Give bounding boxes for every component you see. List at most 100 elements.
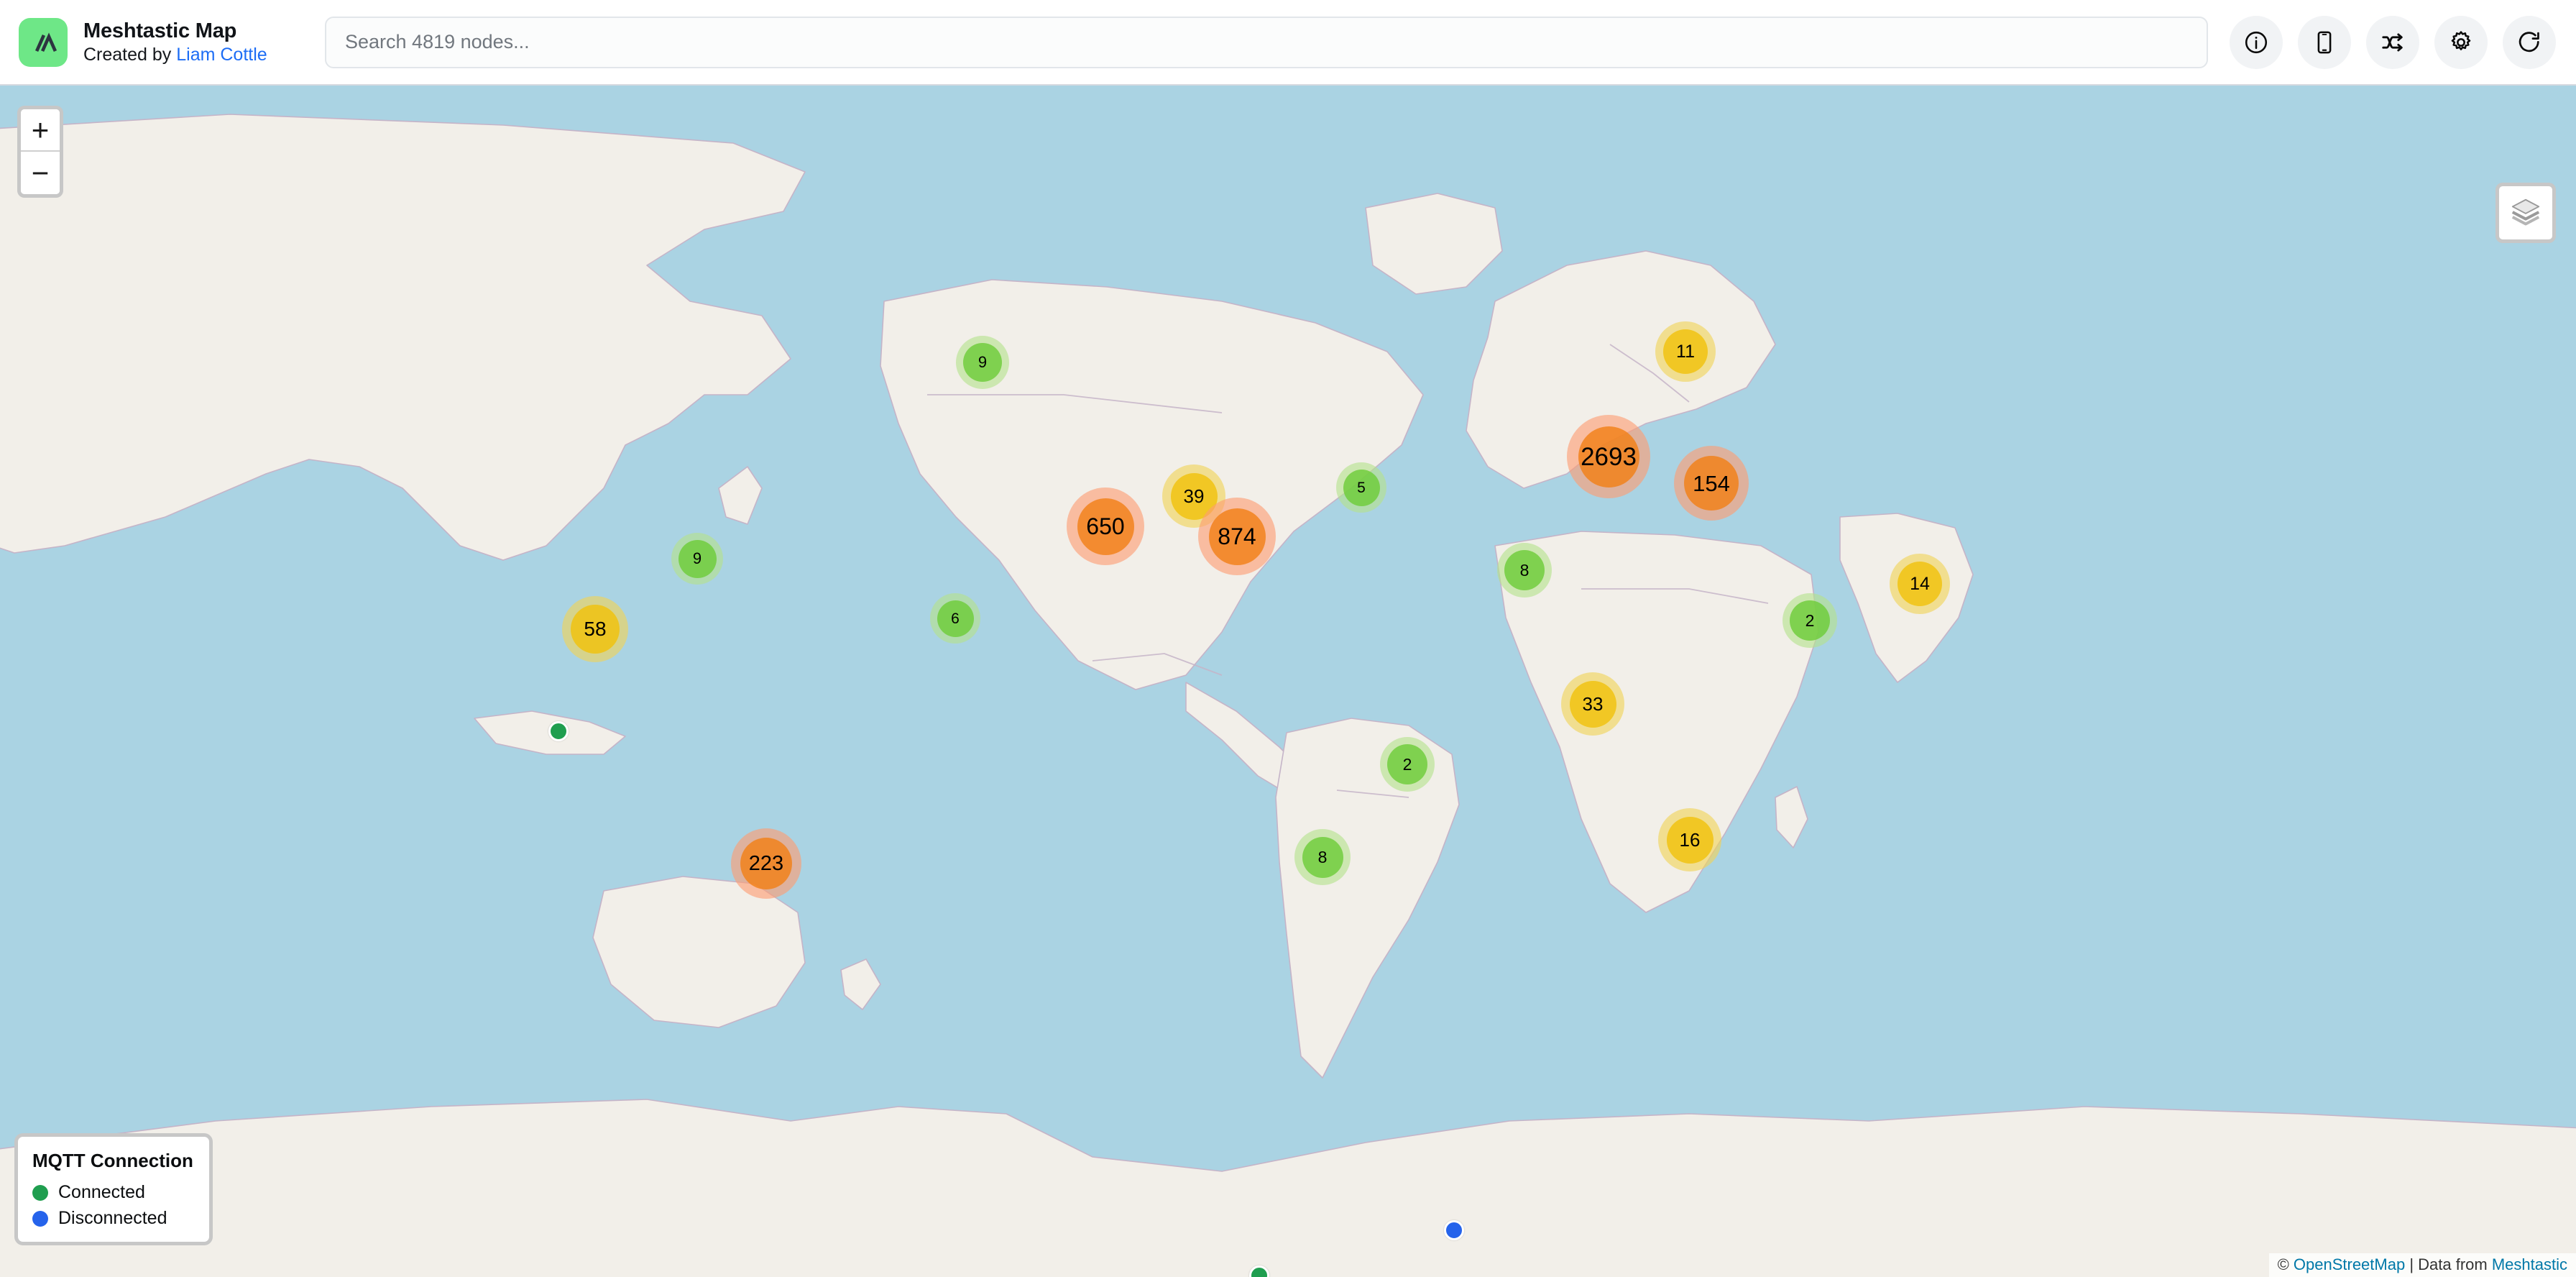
app-header: Meshtastic Map Created by Liam Cottle [0, 0, 2576, 86]
refresh-icon [2516, 29, 2542, 55]
shuffle-button[interactable] [2366, 15, 2419, 69]
zoom-controls: + − [17, 106, 63, 198]
info-button[interactable] [2230, 15, 2283, 69]
legend-panel: MQTT Connection Connected Disconnected [14, 1133, 213, 1245]
cluster-count-label: 39 [1183, 485, 1205, 507]
cluster-marker[interactable]: 154 [1674, 446, 1749, 521]
cluster-count-label: 2 [1805, 610, 1815, 630]
attribution-separator: | Data from [2405, 1255, 2492, 1273]
cluster-count-label: 2 [1402, 754, 1412, 774]
cluster-marker-inner: 874 [1208, 508, 1266, 565]
cluster-count-label: 2693 [1581, 442, 1637, 471]
gear-icon [2448, 29, 2474, 55]
cluster-marker-inner: 2693 [1578, 426, 1639, 488]
cluster-marker[interactable]: 11 [1655, 321, 1716, 382]
legend-item-label: Connected [58, 1182, 145, 1202]
cluster-marker-inner: 58 [571, 605, 620, 654]
zoom-in-button[interactable]: + [21, 109, 60, 152]
info-icon [2243, 29, 2269, 55]
cluster-marker[interactable]: 8 [1497, 543, 1552, 598]
legend-item: Connected [32, 1182, 193, 1203]
openstreetmap-link[interactable]: OpenStreetMap [2293, 1255, 2406, 1273]
cluster-count-label: 9 [978, 353, 988, 371]
cluster-marker-inner: 14 [1898, 562, 1942, 606]
legend-item: Disconnected [32, 1208, 193, 1229]
cluster-marker-inner: 223 [740, 838, 792, 889]
cluster-marker-inner: 650 [1077, 498, 1134, 555]
brand-text: Meshtastic Map Created by Liam Cottle [83, 19, 267, 65]
cluster-count-label: 8 [1519, 560, 1530, 580]
cluster-count-label: 6 [951, 610, 960, 627]
cluster-marker-inner: 5 [1343, 469, 1380, 506]
cluster-marker-inner: 2 [1790, 600, 1830, 641]
cluster-marker[interactable]: 874 [1198, 498, 1276, 575]
page-title: Meshtastic Map [83, 19, 237, 42]
legend-color-swatch [32, 1210, 48, 1227]
legend-title: MQTT Connection [32, 1150, 193, 1171]
zoom-out-button[interactable]: − [21, 152, 60, 194]
cluster-marker[interactable]: 5 [1336, 462, 1386, 513]
cluster-marker-inner: 33 [1569, 680, 1616, 728]
cluster-count-label: 874 [1218, 523, 1256, 549]
cluster-count-label: 14 [1910, 573, 1930, 594]
shuffle-icon [2380, 29, 2406, 55]
cluster-marker-inner: 8 [1504, 550, 1545, 590]
layers-button[interactable] [2496, 183, 2556, 243]
copyright-symbol: © [2277, 1255, 2294, 1273]
cluster-marker[interactable]: 16 [1658, 808, 1721, 871]
cluster-count-label: 8 [1317, 847, 1328, 866]
refresh-button[interactable] [2503, 15, 2556, 69]
settings-button[interactable] [2434, 15, 2488, 69]
cluster-marker[interactable]: 6 [930, 593, 980, 644]
cluster-marker[interactable]: 2 [1380, 737, 1435, 792]
node-marker[interactable] [548, 721, 569, 741]
cluster-marker-inner: 9 [963, 343, 1002, 382]
cluster-marker[interactable]: 8 [1294, 829, 1351, 885]
cluster-marker-inner: 2 [1387, 744, 1427, 784]
brand: Meshtastic Map Created by Liam Cottle [19, 17, 315, 67]
cluster-count-label: 650 [1086, 513, 1125, 539]
legend-color-swatch [32, 1184, 48, 1201]
mobile-button[interactable] [2298, 15, 2351, 69]
cluster-marker-inner: 8 [1302, 836, 1343, 878]
cluster-marker[interactable]: 39 [1162, 464, 1225, 528]
map-attribution: © OpenStreetMap | Data from Meshtastic [2268, 1253, 2576, 1277]
cluster-marker[interactable]: 2 [1782, 593, 1837, 648]
created-by-prefix: Created by [83, 45, 177, 65]
cluster-count-label: 33 [1582, 693, 1604, 715]
cluster-count-label: 5 [1357, 479, 1366, 496]
cluster-count-label: 9 [692, 549, 702, 567]
cluster-marker-inner: 154 [1684, 456, 1739, 511]
cluster-marker-inner: 11 [1663, 329, 1708, 374]
meshtastic-logo-icon [19, 17, 68, 67]
cluster-count-label: 223 [748, 851, 784, 875]
author-link[interactable]: Liam Cottle [176, 45, 267, 65]
node-marker[interactable] [1249, 1265, 1269, 1277]
mobile-icon [2312, 29, 2337, 55]
cluster-marker[interactable]: 9 [956, 336, 1009, 389]
world-map-tiles [0, 86, 2576, 1277]
cluster-marker-inner: 16 [1666, 816, 1714, 864]
created-by-line: Created by Liam Cottle [83, 45, 267, 65]
header-actions [2230, 15, 2556, 69]
cluster-marker[interactable]: 2693 [1567, 415, 1650, 498]
map-canvas[interactable]: + − 9 5 39 650 874 9 6 58 11 2693 154 8 2 14 33 16 2 8 223… [0, 86, 2576, 1277]
search-container [315, 16, 2230, 68]
cluster-count-label: 11 [1676, 341, 1695, 362]
node-marker[interactable] [1444, 1220, 1464, 1240]
cluster-count-label: 154 [1693, 470, 1730, 496]
layers-icon [2509, 196, 2542, 231]
cluster-marker[interactable]: 33 [1561, 672, 1624, 736]
cluster-count-label: 58 [584, 618, 607, 640]
legend-item-label: Disconnected [58, 1208, 167, 1228]
cluster-marker[interactable]: 650 [1067, 488, 1144, 565]
cluster-marker[interactable]: 14 [1890, 554, 1950, 614]
cluster-marker-inner: 6 [937, 600, 974, 637]
search-input[interactable] [325, 16, 2208, 68]
meshtastic-link[interactable]: Meshtastic [2491, 1255, 2567, 1273]
cluster-marker[interactable]: 9 [671, 533, 723, 585]
legend-items: Connected Disconnected [32, 1182, 193, 1229]
cluster-count-label: 16 [1679, 829, 1701, 851]
cluster-marker[interactable]: 58 [562, 596, 628, 662]
cluster-marker[interactable]: 223 [731, 828, 801, 899]
